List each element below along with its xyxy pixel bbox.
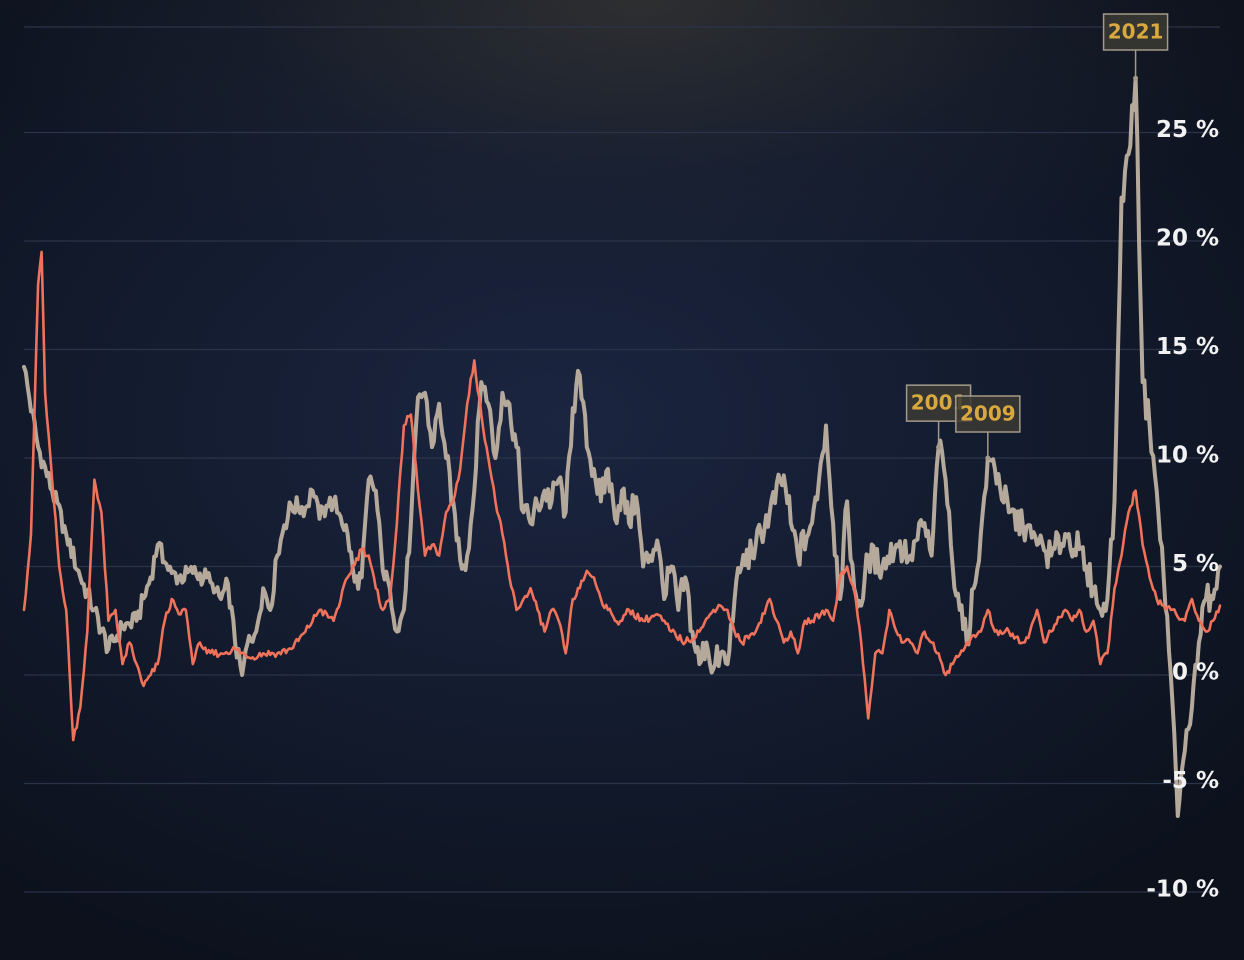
series-line-grey: [22, 76, 1222, 818]
annotation-point: [936, 444, 942, 450]
series-lines: [22, 76, 1222, 818]
gridlines: [24, 26, 1220, 893]
annotation-point: [1133, 75, 1139, 81]
annotation-box: [1102, 13, 1169, 51]
y-tick-label: 5 %: [1172, 551, 1219, 577]
y-tick-label: 10 %: [1156, 443, 1219, 469]
y-tick-label: -5 %: [1162, 768, 1219, 794]
y-tick-labels: 25 % 20 % 15 % 10 % 5 % 0 % -5 % -10 %: [1146, 117, 1219, 903]
y-tick-label: 25 %: [1156, 117, 1219, 143]
annotation-label: 2021: [1108, 20, 1164, 44]
y-tick-label: -10 %: [1146, 877, 1219, 903]
annotation-point: [985, 455, 991, 461]
annotation-label: 2009: [960, 402, 1016, 426]
annotation-box: [955, 395, 1021, 433]
y-tick-label: 20 %: [1156, 226, 1219, 252]
series-line-red: [22, 250, 1222, 742]
y-tick-label: 15 %: [1156, 334, 1219, 360]
y-tick-label: 0 %: [1172, 660, 1219, 686]
